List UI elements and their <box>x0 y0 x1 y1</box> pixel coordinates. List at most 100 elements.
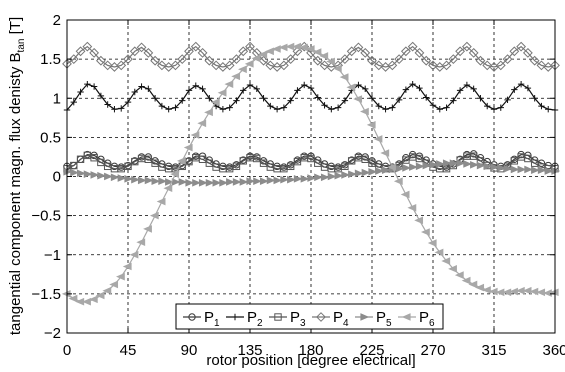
data-point-p6 <box>244 60 254 68</box>
data-point-p5 <box>402 164 412 172</box>
data-point-p2 <box>70 98 77 106</box>
data-point-p2 <box>375 102 382 110</box>
data-point-p2 <box>111 106 118 113</box>
data-point-p4 <box>68 54 79 65</box>
x-axis-label: rotor position [degree electrical] <box>206 352 415 369</box>
data-point-p6 <box>319 52 329 60</box>
data-point-p5 <box>212 178 222 187</box>
data-point-p2 <box>429 102 437 109</box>
series-p5 <box>63 159 561 187</box>
data-point-p4 <box>150 55 161 66</box>
data-point-p2 <box>246 81 254 89</box>
data-point-p6 <box>170 170 180 178</box>
data-point-p5 <box>320 173 330 182</box>
data-point-p4 <box>204 55 215 66</box>
data-point-p5 <box>463 160 473 168</box>
data-point-p4 <box>319 60 330 71</box>
legend-label: P6 <box>419 309 435 329</box>
data-point-p5 <box>151 177 161 186</box>
data-point-p6 <box>461 276 471 285</box>
data-point-p4 <box>400 46 411 57</box>
legend-label: P2 <box>247 309 263 329</box>
data-point-p6 <box>95 291 105 300</box>
data-point-p6 <box>292 42 302 51</box>
data-point-p4 <box>353 42 364 53</box>
data-point-p2 <box>497 104 504 111</box>
data-point-p6 <box>217 88 227 97</box>
data-point-p6 <box>502 288 512 297</box>
data-point-p2 <box>463 81 471 89</box>
data-point-p2 <box>260 95 267 102</box>
data-point-p6 <box>251 54 261 63</box>
y-tick-label: 1 <box>53 90 61 107</box>
data-point-p6 <box>387 163 396 171</box>
data-point-p5 <box>544 167 554 175</box>
data-point-p4 <box>536 60 547 71</box>
data-point-p6 <box>421 228 430 236</box>
data-point-p2 <box>118 105 125 112</box>
x-tick-label: 360 <box>542 342 565 359</box>
data-point-p2 <box>192 82 199 89</box>
data-point-p6 <box>129 250 139 259</box>
data-point-p6 <box>536 288 546 297</box>
data-point-p6 <box>204 108 213 117</box>
data-point-p4 <box>211 60 222 71</box>
legend-item-p2: P2 <box>226 309 263 329</box>
data-point-p6 <box>353 95 363 103</box>
legend-label: P3 <box>290 309 306 329</box>
series-p3 <box>63 151 559 173</box>
data-point-p5 <box>436 160 445 168</box>
data-point-p4 <box>468 47 479 58</box>
data-point-p2 <box>531 95 538 102</box>
data-point-p4 <box>265 60 276 71</box>
x-tick-label: 315 <box>481 342 506 359</box>
data-point-p3 <box>144 155 153 163</box>
data-point-p6 <box>299 43 308 52</box>
data-point-p5 <box>497 164 506 172</box>
data-point-p5 <box>226 178 235 186</box>
data-point-p5 <box>361 168 371 177</box>
data-point-p4 <box>312 55 323 66</box>
data-point-p2 <box>158 102 166 110</box>
data-point-p3 <box>307 154 315 163</box>
data-point-p4 <box>339 54 350 65</box>
data-point-p2 <box>131 88 138 96</box>
data-point-p6 <box>149 211 159 220</box>
x-tick-label: 180 <box>298 342 323 359</box>
data-point-p2 <box>124 98 132 106</box>
data-point-p6 <box>88 295 98 304</box>
data-point-p5 <box>348 170 357 178</box>
legend-item-p3: P3 <box>269 309 306 329</box>
series-line-p4 <box>66 45 556 68</box>
data-point-p5 <box>131 175 140 184</box>
data-point-p6 <box>332 64 342 73</box>
data-point-p3 <box>524 154 532 163</box>
legend-marker <box>401 313 411 321</box>
data-point-p2 <box>409 80 416 88</box>
data-point-p4 <box>278 60 289 71</box>
data-point-p4 <box>156 60 167 71</box>
data-point-p2 <box>538 102 545 110</box>
data-point-p5 <box>185 178 195 187</box>
data-point-p2 <box>233 97 240 104</box>
data-point-p3 <box>151 159 159 167</box>
data-point-p6 <box>346 83 356 92</box>
y-tick-label: 2 <box>53 12 61 29</box>
y-tick-label: −1 <box>44 247 61 264</box>
data-point-p5 <box>375 167 384 175</box>
data-point-p2 <box>84 80 91 88</box>
data-point-p3 <box>205 159 214 167</box>
data-point-p4 <box>102 60 113 71</box>
data-point-p5 <box>476 161 486 170</box>
data-point-p2 <box>524 84 532 92</box>
data-point-p6 <box>183 143 193 152</box>
data-point-p5 <box>531 166 540 175</box>
data-point-p5 <box>124 175 134 183</box>
data-point-p4 <box>231 54 242 65</box>
data-point-p5 <box>354 169 364 178</box>
data-point-p6 <box>360 107 369 116</box>
data-point-p2 <box>267 102 274 110</box>
data-point-p4 <box>394 54 405 65</box>
data-point-p3 <box>124 162 132 171</box>
data-point-p6 <box>373 135 383 143</box>
